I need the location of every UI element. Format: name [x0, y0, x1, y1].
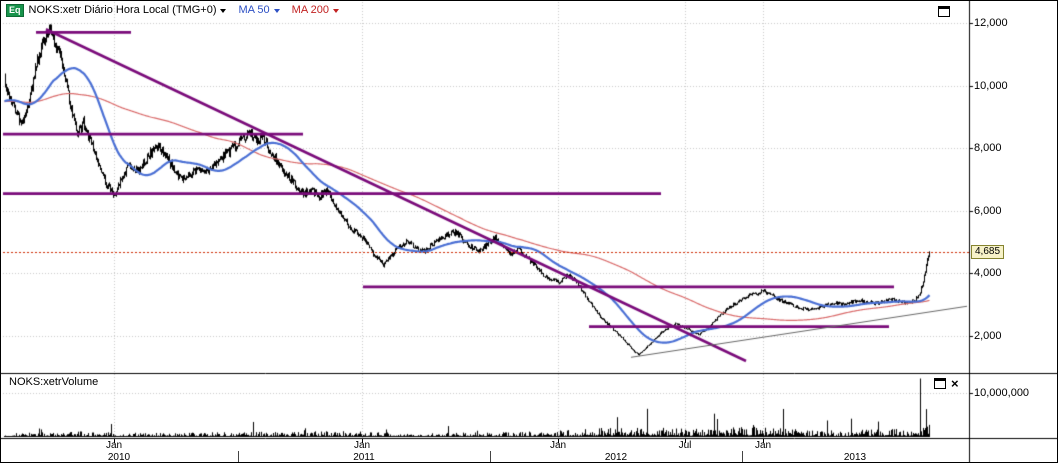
chevron-down-icon	[332, 8, 339, 13]
restore-window-icon[interactable]	[934, 378, 946, 389]
equity-type-badge: Eq	[6, 4, 24, 17]
ma50-selector[interactable]: MA 50	[238, 4, 280, 17]
ma50-label: MA 50	[238, 4, 270, 16]
year-label: 2013	[843, 452, 867, 463]
month-tick-mark	[362, 439, 363, 443]
month-tick-label: Jan	[353, 440, 371, 451]
volume-pane-buttons: ×	[934, 375, 959, 391]
month-tick-label: Jan	[549, 440, 567, 451]
chart-legend: Eq NOKS:xetr Diário Hora Local (TMG+0) M…	[6, 4, 351, 17]
month-tick-mark	[558, 439, 559, 443]
month-tick-mark	[114, 439, 115, 443]
close-icon[interactable]: ×	[951, 375, 959, 391]
year-label: 2012	[604, 452, 628, 463]
chevron-down-icon	[273, 8, 280, 13]
ma200-selector[interactable]: MA 200	[292, 4, 339, 17]
price-tick-label: 4,000	[974, 267, 1002, 280]
year-separator	[490, 451, 491, 462]
price-tick-label: 12,000	[974, 17, 1008, 29]
price-pane-buttons	[938, 6, 950, 17]
last-price-label: 4,685	[971, 244, 1005, 259]
volume-pane-title: NOKS:xetrVolume	[9, 376, 99, 388]
month-tick-label: Jan	[105, 440, 123, 451]
year-separator	[238, 451, 239, 462]
price-tick-label: 6,000	[974, 204, 1002, 217]
volume-tick-label: 10,000,000	[974, 387, 1030, 399]
price-tick-label: 10,000	[974, 79, 1008, 92]
year-separator	[742, 451, 743, 462]
instrument-selector[interactable]: NOKS:xetr Diário Hora Local (TMG+0)	[29, 4, 227, 17]
restore-window-icon[interactable]	[938, 6, 950, 17]
month-tick-mark	[763, 439, 764, 443]
ma200-label: MA 200	[291, 4, 329, 16]
chevron-down-icon	[220, 8, 227, 13]
year-label: 2011	[353, 452, 375, 463]
instrument-title: NOKS:xetr Diário Hora Local (TMG+0)	[28, 4, 217, 16]
month-tick-label: Jan	[754, 440, 772, 451]
price-tick-label: 8,000	[974, 142, 1002, 155]
price-tick-label: 2,000	[974, 330, 1002, 342]
month-tick-label: Jul	[678, 440, 692, 451]
month-tick-mark	[685, 439, 686, 443]
year-label: 2010	[107, 452, 131, 463]
